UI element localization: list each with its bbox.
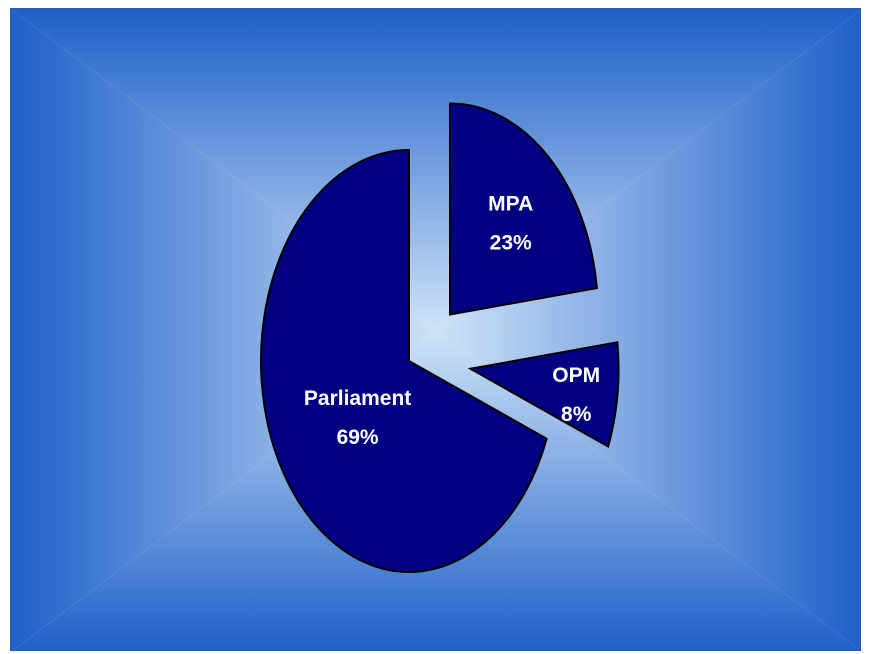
pie-slice-opm — [467, 341, 620, 448]
slice-value-mpa: 23% — [490, 231, 532, 254]
slice-value-opm: 8% — [561, 403, 592, 426]
slice-label-opm: OPM — [552, 364, 600, 387]
slice-label-parliament: Parliament — [304, 387, 411, 410]
pie-labels: MPA 23% OPM 8% Parliament 69% — [304, 192, 600, 448]
pie-slice-parliament — [260, 148, 548, 573]
slice-label-mpa: MPA — [488, 192, 533, 215]
pie-chart: MPA 23% OPM 8% Parliament 69% — [11, 9, 860, 650]
slide-background: MPA 23% OPM 8% Parliament 69% — [10, 8, 861, 651]
slice-value-parliament: 69% — [337, 426, 379, 449]
pie-slices — [260, 102, 620, 573]
pie-slice-mpa — [449, 102, 598, 316]
